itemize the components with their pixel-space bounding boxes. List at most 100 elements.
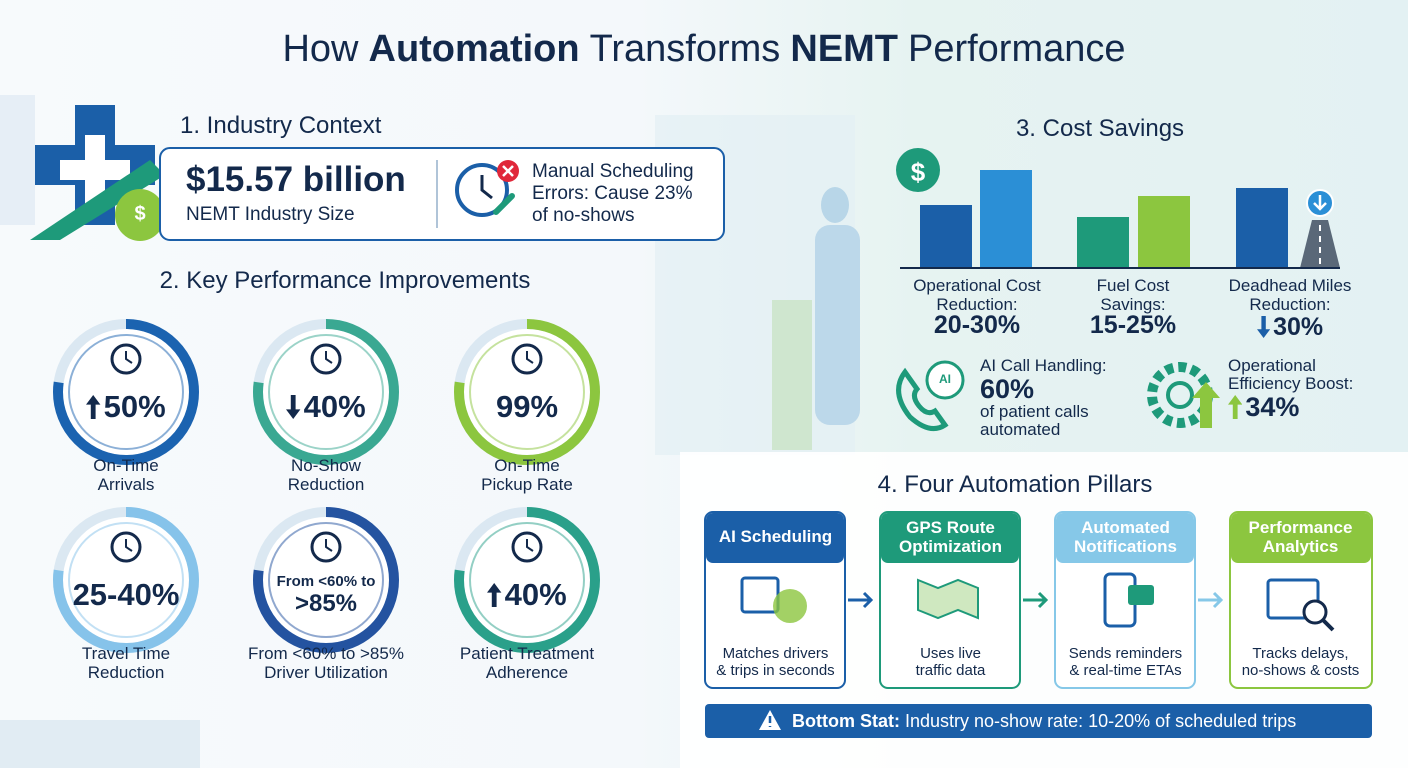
section-heading: 3. Cost Savings	[1015, 115, 1185, 142]
section-heading: 1. Industry Context	[180, 112, 382, 139]
highlight-detail-line: automated	[980, 420, 1061, 439]
title: How Automation Transforms NEMT Performance	[0, 28, 1408, 71]
section-heading: 4. Four Automation Pillars	[877, 471, 1153, 498]
ring-label-line: Pickup Rate	[481, 475, 573, 494]
ring-icon-detail	[325, 539, 333, 552]
arrow-icon	[86, 395, 101, 419]
ring-item: 25-40%	[51, 505, 201, 655]
pillar-title-line: Analytics	[1262, 537, 1339, 556]
pillar-description-line: Sends reminders	[1068, 645, 1183, 662]
cost-value-row: 15-25%	[1043, 313, 1223, 338]
highlight-title-line: Efficiency Boost:	[1228, 374, 1354, 393]
ring-icon	[110, 531, 142, 563]
ring-value: From <60% to >85%	[251, 573, 401, 618]
arrow	[487, 583, 502, 607]
pillar-title: Performance Analytics	[1230, 518, 1371, 556]
ring	[53, 507, 199, 653]
title-part: NEMT	[790, 28, 898, 70]
highlight-detail-line: of patient calls	[980, 402, 1089, 421]
cost-label-line: Reduction:	[1249, 295, 1331, 314]
ring-item: From <60% to >85%	[251, 505, 401, 655]
ring-value: 40%	[251, 389, 401, 425]
industry-stat: $15.57 billion	[186, 160, 406, 199]
ring-icon	[110, 343, 142, 375]
ring-inner	[68, 522, 184, 638]
pillar-description-line: traffic data	[915, 662, 986, 679]
pillar-title-line: Optimization	[899, 537, 1002, 556]
highlight-value-row: 60%	[980, 375, 1107, 403]
pillar-title: Automated Notifications	[1055, 518, 1196, 556]
ring-item: 50%	[51, 317, 201, 467]
ring-label-line: Adherence	[485, 663, 569, 682]
cost-value-row: 30%	[1200, 312, 1380, 341]
ring-item: 99%	[452, 317, 602, 467]
ring-value-line: >85%	[294, 590, 358, 617]
pillar-description-line: & trips in seconds	[716, 662, 835, 679]
cost-item: Operational Cost Reduction: 20-30%	[887, 276, 1067, 339]
cost-value-row: 20-30%	[887, 311, 1067, 339]
pillar-title-line: Performance	[1248, 518, 1353, 537]
ring-value-line: 40%	[303, 389, 366, 424]
title-part: How	[282, 28, 359, 70]
ring-value-row: 50%	[51, 389, 201, 425]
ring-inner	[268, 522, 384, 638]
ring-value-line: 25-40%	[72, 577, 180, 612]
ring-arc	[53, 319, 199, 465]
arrow-icon	[487, 583, 502, 607]
pillar-title: AI Scheduling	[705, 527, 846, 546]
bottom-stat-label: Bottom Stat:	[792, 711, 900, 731]
ring	[454, 507, 600, 653]
pillar-description-line: Tracks delays,	[1252, 645, 1349, 662]
highlight: AI Call Handling: 60% of patient calls auto…	[980, 357, 1107, 439]
cost-item: Fuel Cost Savings: 15-25%	[1043, 276, 1223, 338]
pillar-title-line: Automated	[1081, 518, 1170, 537]
pillar-title: GPS Route Optimization	[880, 518, 1021, 556]
ring-icon-detail	[526, 351, 534, 364]
ring-label-line: Reduction	[87, 663, 165, 682]
icon-symbol: $	[910, 157, 926, 187]
cost-label-line: Fuel Cost	[1096, 276, 1170, 295]
ring-label: On-Time Arrivals	[16, 456, 236, 494]
ring	[454, 319, 600, 465]
pillar-description: Matches drivers & trips in seconds	[705, 645, 846, 679]
ring-arc	[253, 319, 399, 465]
ring-label-line: From <60% to >85%	[248, 644, 404, 663]
ring-label-line: On-Time	[93, 456, 159, 475]
highlight-title-line: AI Call Handling:	[980, 356, 1107, 375]
ring	[253, 319, 399, 465]
ring-value-line: From <60% to	[276, 573, 376, 590]
note-line: Manual Scheduling	[532, 161, 694, 182]
ring-label: Travel Time Reduction	[16, 644, 236, 682]
cost-label-line: Deadhead Miles	[1228, 276, 1352, 295]
ring-label-line: Driver Utilization	[264, 663, 388, 682]
pillar-title-line: Notifications	[1074, 537, 1177, 556]
ring-icon-detail	[325, 351, 333, 364]
note-line: Errors: Cause 23%	[532, 183, 693, 204]
highlight-value: 60%	[980, 374, 1035, 404]
highlight-value: 34%	[1245, 392, 1300, 422]
ring-icon	[310, 531, 342, 563]
ring-inner	[469, 522, 585, 638]
ring-value: 25-40%	[51, 577, 201, 613]
cost-value: 20-30%	[933, 311, 1021, 339]
pillar-description-line: no-shows & costs	[1241, 662, 1360, 679]
pillar-title-line: AI Scheduling	[718, 527, 833, 546]
ring-icon-detail	[125, 539, 133, 552]
ring-value: 40%	[452, 577, 602, 613]
ring-item: 40%	[251, 317, 401, 467]
ring-label-line: Patient Treatment	[459, 644, 595, 663]
bottom-stat-text: Industry no-show rate: 10-20% of schedul…	[905, 711, 1297, 731]
ring-arc	[253, 507, 399, 653]
cost-label-line: Reduction:	[936, 295, 1018, 314]
ring-icon	[310, 343, 342, 375]
ring-value-row: 99%	[452, 389, 602, 425]
highlight: Operational Efficiency Boost: 34%	[1228, 357, 1353, 421]
cost-label-line: Savings:	[1100, 295, 1166, 314]
ring	[253, 507, 399, 653]
ring-label: No-Show Reduction	[216, 456, 436, 494]
pillar-description-line: & real-time ETAs	[1069, 662, 1182, 679]
arrow	[86, 395, 101, 419]
ring-inner	[469, 334, 585, 450]
cost-value: 30%	[1273, 312, 1324, 341]
icon-symbol: $	[134, 203, 146, 225]
